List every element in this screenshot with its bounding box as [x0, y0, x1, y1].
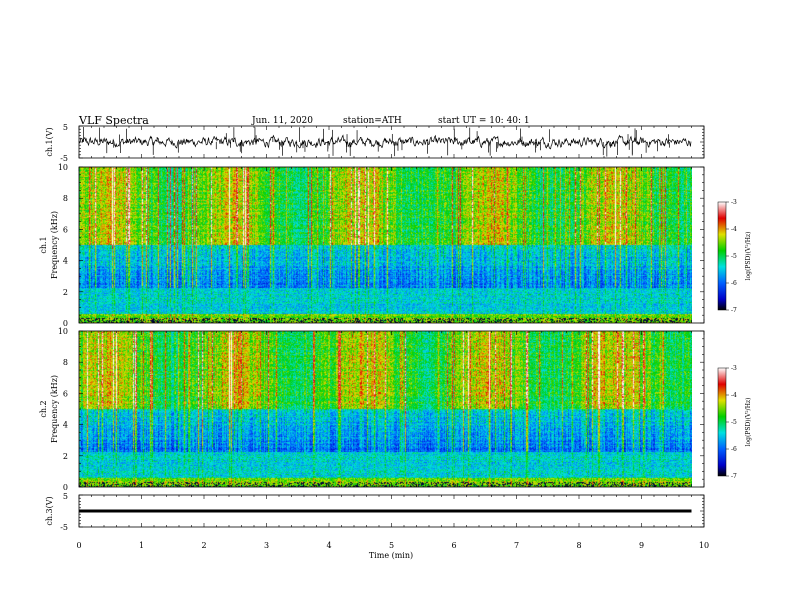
ch1-ytick-top: 5: [63, 123, 68, 132]
x-tick-label: 5: [389, 541, 394, 550]
colorbar-tick-label: -7: [731, 473, 737, 480]
start-time-label: start UT = 10: 40: 1: [438, 116, 530, 126]
colorbar-tick-label: -4: [731, 392, 737, 399]
ch2-channel-label: ch.2: [39, 400, 48, 417]
freq-tick-label: 4: [63, 421, 68, 430]
colorbar-tick-label: -3: [731, 365, 737, 372]
ch1-colorbar-ticks: -3 -4 -5 -6 -7: [726, 199, 737, 314]
freq-tick-label: 0: [63, 319, 68, 328]
x-tick-label: 8: [576, 541, 581, 550]
date-label: Jun. 11, 2020: [251, 116, 313, 126]
ch3-ytick-top: 5: [63, 492, 68, 501]
x-axis-tick-labels: 0 1 2 3 4 5 6 7 8 9 10: [76, 541, 709, 550]
colorbar-tick-label: -6: [731, 280, 737, 287]
freq-tick-label: 8: [63, 194, 68, 203]
colorbar-tick-label: -7: [731, 307, 737, 314]
x-tick-label: 7: [514, 541, 519, 550]
ch2-colorbar-ticks: -3 -4 -5 -6 -7: [726, 365, 737, 480]
ch3-waveform-panel: 5 -5 ch.3(V): [45, 492, 705, 532]
ch1-waveform-ylabel: ch.1(V): [45, 127, 54, 156]
ch1-waveform-line: [78, 134, 692, 150]
x-tick-label: 0: [76, 541, 81, 550]
ch2-colorbar-label: log(PSD)(V²/Hz): [745, 398, 752, 447]
ch3-ytick-bottom: -5: [60, 523, 68, 532]
figure-title: VLF Spectra: [78, 114, 149, 127]
x-tick-label: 10: [699, 541, 709, 550]
freq-tick-label: 4: [63, 257, 68, 266]
x-tick-label: 3: [264, 541, 269, 550]
freq-tick-label: 10: [58, 327, 68, 336]
x-tick-label: 6: [451, 541, 456, 550]
colorbar-tick-label: -5: [731, 419, 737, 426]
colorbar-tick-label: -3: [731, 199, 737, 206]
ch2-frequency-label: Frequency (kHz): [50, 375, 59, 443]
colorbar-tick-label: -5: [731, 253, 737, 260]
x-tick-label: 9: [639, 541, 644, 550]
station-label: station=ATH: [343, 116, 402, 126]
ch1-colorbar: [717, 201, 727, 311]
freq-tick-label: 10: [58, 163, 68, 172]
ch1-spectrogram-image: [79, 167, 692, 323]
freq-tick-label: 2: [63, 288, 68, 297]
freq-tick-label: 6: [63, 389, 68, 398]
ch1-spectrogram-yticks: 0 2 4 6 8 10: [58, 163, 704, 328]
ch1-waveform-panel: 5 -5 ch.1(V): [45, 123, 705, 163]
x-axis-label: Time (min): [369, 551, 413, 560]
x-tick-label: 2: [201, 541, 206, 550]
ch1-frequency-label: Frequency (kHz): [50, 211, 59, 279]
ch2-spectrogram-image: [79, 331, 692, 487]
freq-tick-label: 6: [63, 225, 68, 234]
x-axis-tick-marks: [78, 126, 705, 527]
colorbar-tick-label: -6: [731, 446, 737, 453]
ch2-spectrogram-yticks: 0 2 4 6 8 10: [58, 327, 704, 492]
x-tick-label: 4: [326, 541, 331, 550]
freq-tick-label: 0: [63, 483, 68, 492]
ch3-waveform-ylabel: ch.3(V): [45, 496, 54, 525]
freq-tick-label: 8: [63, 358, 68, 367]
ch2-colorbar: [717, 367, 727, 477]
ch1-waveform-spikes: [83, 126, 670, 157]
x-tick-label: 1: [139, 541, 144, 550]
freq-tick-label: 2: [63, 452, 68, 461]
ch1-ytick-bottom: -5: [60, 154, 68, 163]
ch1-colorbar-label: log(PSD)(V²/Hz): [745, 232, 752, 281]
colorbar-tick-label: -4: [731, 226, 737, 233]
ch1-channel-label: ch.1: [39, 236, 48, 253]
